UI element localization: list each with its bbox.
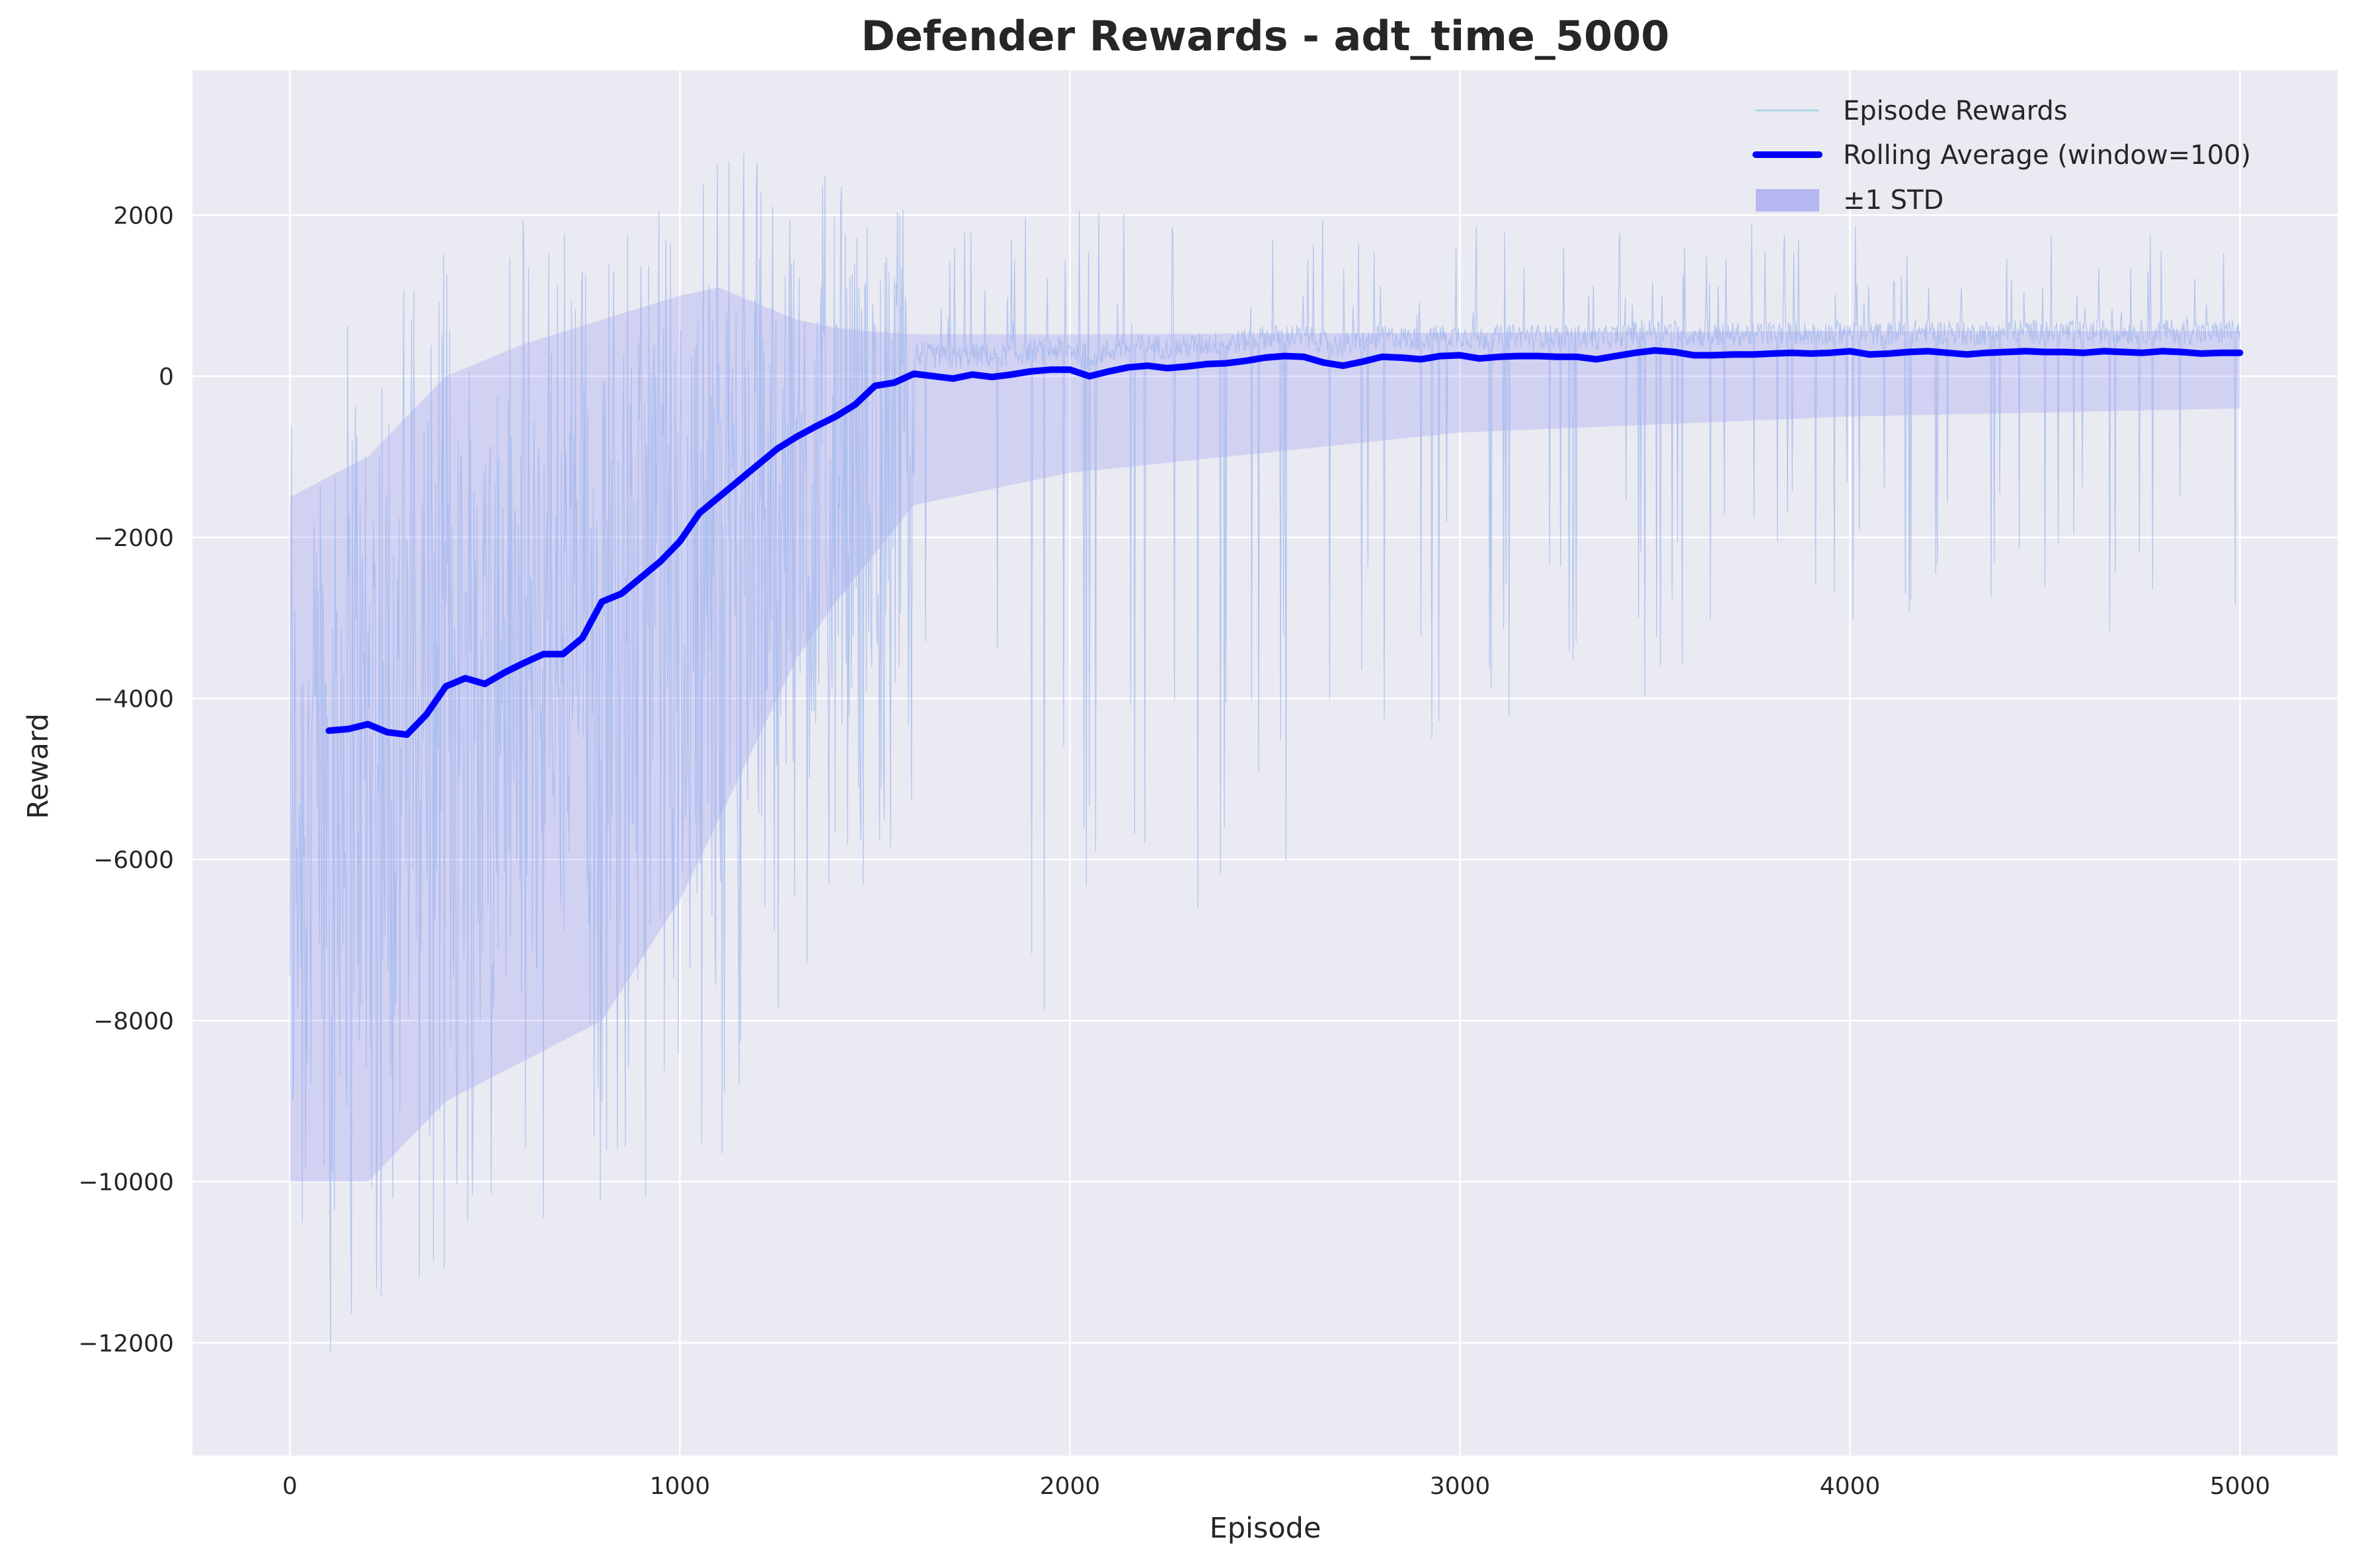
y-tick-label: −12000	[78, 1330, 174, 1357]
legend-label-rolling-average: Rolling Average (window=100)	[1843, 140, 2251, 171]
x-axis-label: Episode	[1210, 1512, 1321, 1545]
y-tick-label: −4000	[93, 686, 174, 713]
chart-title: Defender Rewards - adt_time_5000	[861, 12, 1670, 60]
x-tick-label: 5000	[2210, 1473, 2271, 1500]
x-tick-label: 1000	[650, 1473, 711, 1500]
y-tick-label: 2000	[113, 202, 174, 229]
x-tick-label: 3000	[1430, 1473, 1491, 1500]
y-tick-label: −2000	[93, 525, 174, 552]
grid-lines	[192, 70, 2337, 1456]
episode-rewards-layer	[289, 153, 2241, 1352]
legend-label-episode-rewards: Episode Rewards	[1843, 96, 2068, 126]
episode-rewards-line-light	[290, 153, 2240, 1352]
y-tick-label: −10000	[78, 1169, 174, 1196]
y-tick-label: 0	[159, 364, 174, 391]
rolling-average-line	[325, 347, 2244, 738]
x-tick-label: 4000	[1820, 1473, 1881, 1500]
rolling-average-layer	[325, 347, 2244, 738]
y-tick-label: −8000	[93, 1008, 174, 1035]
y-tick-label: −6000	[93, 847, 174, 874]
x-tick-labels: 0 1000 2000 3000 4000 5000	[282, 1473, 2270, 1500]
std-band	[290, 288, 2240, 1182]
x-tick-label: 2000	[1040, 1473, 1101, 1500]
legend-swatch-std-band	[1756, 189, 1819, 212]
y-axis-label: Reward	[22, 713, 55, 819]
y-tick-labels: −12000 −10000 −8000 −6000 −4000 −2000 0 2000	[78, 202, 174, 1357]
legend-label-std-band: ±1 STD	[1843, 185, 1944, 216]
x-tick-label: 0	[282, 1473, 297, 1500]
std-band-layer	[290, 288, 2240, 1182]
legend: Episode Rewards Rolling Average (window=…	[1752, 96, 2251, 216]
